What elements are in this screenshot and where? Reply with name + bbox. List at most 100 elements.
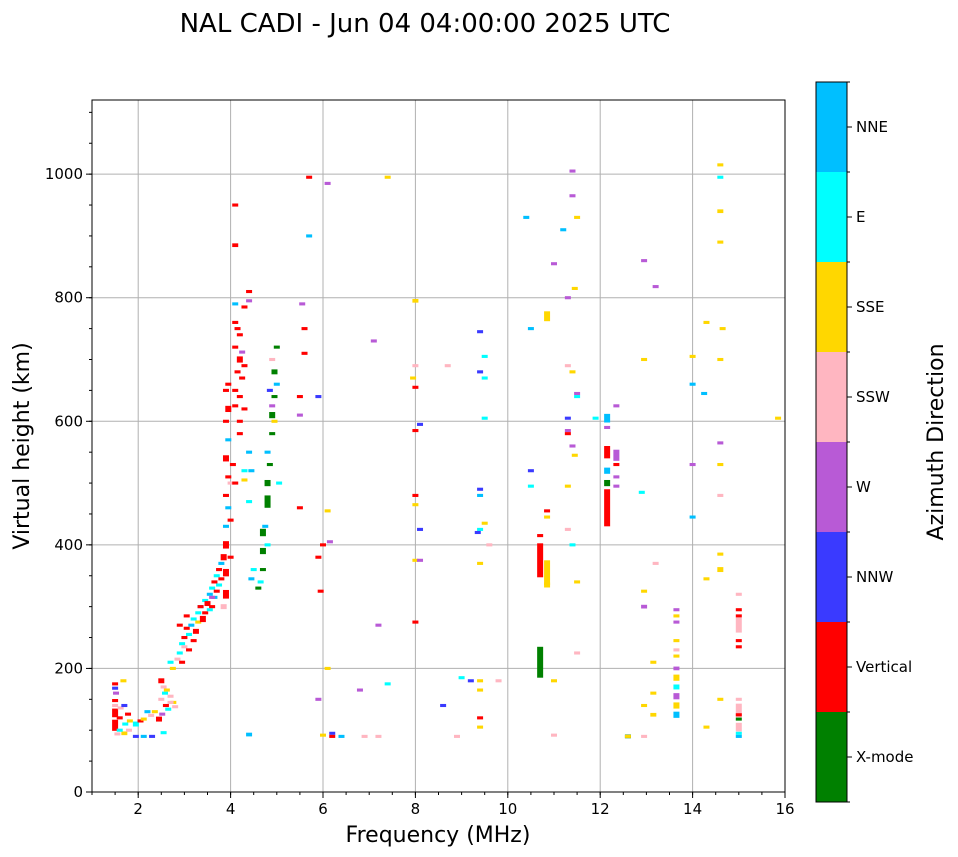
data-point-sse bbox=[571, 453, 578, 457]
y-tick-label: 200 bbox=[54, 659, 83, 677]
data-point-sse bbox=[410, 376, 417, 380]
data-point-vertical bbox=[236, 432, 243, 436]
data-point-ssw bbox=[641, 734, 648, 738]
data-point-e bbox=[481, 354, 488, 358]
data-point-nne bbox=[701, 391, 708, 396]
data-point-x-mode bbox=[271, 395, 278, 399]
colorbar-label: Azimuth Direction bbox=[924, 343, 949, 540]
data-point-vertical bbox=[227, 518, 234, 522]
data-point-x-mode bbox=[269, 432, 276, 436]
data-point-w bbox=[613, 475, 620, 479]
data-point-sse bbox=[384, 175, 391, 179]
data-point-sse bbox=[477, 725, 484, 729]
data-point-nne bbox=[527, 327, 534, 331]
data-point-vertical bbox=[564, 432, 571, 436]
data-point-x-mode bbox=[273, 345, 280, 349]
data-point-vertical bbox=[218, 577, 225, 581]
data-point-ssw bbox=[148, 713, 155, 717]
colorbar-tick-label: W bbox=[856, 478, 871, 496]
data-point-sse bbox=[151, 710, 158, 714]
data-point-ssw bbox=[551, 733, 557, 737]
data-point-w bbox=[689, 462, 696, 467]
data-point-ssw bbox=[117, 706, 124, 710]
data-point-vertical bbox=[232, 404, 239, 408]
x-tick-label: 14 bbox=[683, 800, 702, 818]
data-point-sse bbox=[650, 691, 657, 695]
data-point-vertical bbox=[329, 734, 336, 738]
data-point-w bbox=[641, 604, 648, 609]
data-point-nnw bbox=[315, 395, 322, 399]
data-point-ssw bbox=[375, 734, 382, 738]
data-point-vertical bbox=[301, 351, 308, 355]
colorbar-swatch bbox=[816, 352, 847, 442]
data-point-sse bbox=[717, 163, 724, 167]
data-point-vertical bbox=[544, 509, 551, 513]
data-point-w bbox=[604, 425, 611, 430]
data-point-vertical bbox=[232, 243, 239, 248]
data-point-nnw bbox=[132, 734, 139, 738]
data-point-vertical bbox=[158, 678, 165, 684]
data-point-vertical bbox=[236, 333, 243, 337]
data-point-nnw bbox=[149, 734, 156, 738]
data-point-vertical bbox=[306, 175, 313, 179]
data-point-e bbox=[202, 598, 209, 603]
data-point-sse bbox=[673, 654, 680, 658]
data-point-vertical bbox=[213, 589, 220, 593]
data-point-nne bbox=[246, 732, 253, 737]
data-point-vertical bbox=[112, 699, 119, 703]
y-tick-label: 400 bbox=[54, 536, 83, 554]
data-point-nnw bbox=[266, 388, 273, 392]
data-point-vertical bbox=[232, 320, 239, 324]
chart-title: NAL CADI - Jun 04 04:00:00 2025 UTC bbox=[180, 9, 671, 39]
data-point-vertical bbox=[186, 648, 193, 652]
data-point-e bbox=[176, 651, 183, 655]
data-point-nne bbox=[604, 413, 611, 423]
data-point-ssw bbox=[167, 694, 174, 698]
data-point-sse bbox=[717, 240, 724, 244]
data-point-vertical bbox=[232, 203, 239, 207]
data-point-sse bbox=[320, 733, 326, 737]
data-point-ssw bbox=[564, 527, 571, 531]
data-point-sse bbox=[673, 702, 680, 709]
data-point-ssw bbox=[158, 697, 165, 701]
data-point-sse bbox=[717, 697, 724, 701]
data-point-nne bbox=[144, 710, 151, 714]
data-point-vertical bbox=[204, 601, 211, 607]
data-point-vertical bbox=[116, 716, 123, 720]
y-tick-label: 800 bbox=[54, 289, 83, 307]
data-point-sse bbox=[412, 503, 419, 507]
data-point-w bbox=[326, 540, 333, 544]
data-point-w bbox=[569, 444, 576, 448]
data-point-w bbox=[717, 441, 724, 445]
y-axis-label: Virtual height (km) bbox=[10, 342, 35, 549]
data-point-nne bbox=[273, 382, 280, 386]
data-point-sse bbox=[564, 484, 571, 488]
data-point-e bbox=[206, 608, 213, 612]
data-point-vertical bbox=[209, 605, 216, 609]
data-point-nnw bbox=[112, 686, 119, 690]
data-point-nnw bbox=[329, 731, 336, 735]
data-point-w bbox=[209, 595, 216, 599]
colorbar-tick-label: SSW bbox=[856, 388, 890, 406]
data-point-x-mode bbox=[735, 717, 742, 721]
data-point-e bbox=[735, 731, 742, 735]
data-point-sse bbox=[324, 666, 331, 670]
data-point-sse bbox=[703, 577, 710, 581]
data-point-x-mode bbox=[255, 586, 262, 590]
data-point-sse bbox=[624, 734, 631, 738]
data-point-ssw bbox=[735, 617, 742, 633]
data-point-e bbox=[384, 682, 391, 686]
data-point-sse bbox=[574, 580, 581, 584]
data-point-ssw bbox=[160, 685, 167, 689]
data-point-nne bbox=[218, 561, 225, 565]
x-tick-label: 4 bbox=[226, 800, 236, 818]
data-point-nnw bbox=[417, 422, 424, 426]
colorbar-tick-label: NNE bbox=[856, 118, 888, 136]
data-point-nne bbox=[206, 592, 213, 596]
data-point-vertical bbox=[197, 605, 204, 609]
data-point-sse bbox=[717, 462, 724, 467]
data-point-ssw bbox=[114, 732, 121, 736]
data-point-w bbox=[324, 181, 331, 185]
data-point-ssw bbox=[361, 734, 368, 738]
data-point-w bbox=[564, 429, 571, 433]
